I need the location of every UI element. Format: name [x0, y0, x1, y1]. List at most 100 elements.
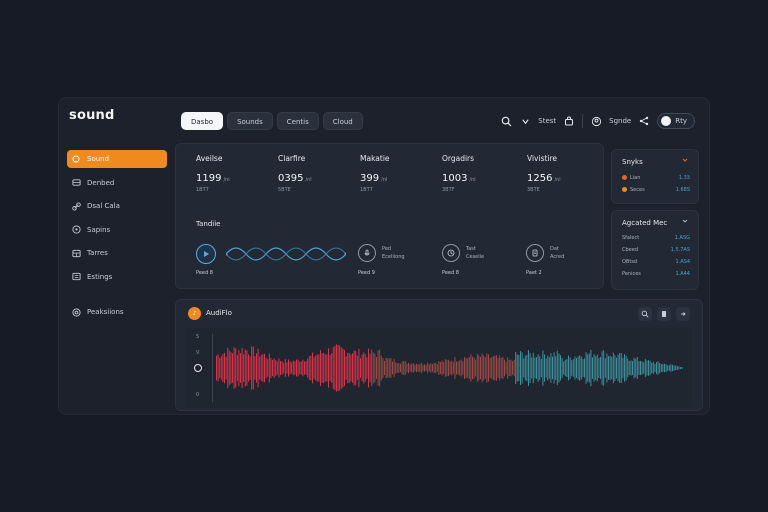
waveform-bar: [611, 356, 613, 379]
waveform-bar: [347, 353, 349, 384]
card-row[interactable]: Seces 1.68S: [622, 187, 690, 193]
card-row[interactable]: Lian 1.33: [622, 175, 690, 181]
zoom-icon[interactable]: [638, 307, 652, 321]
sound-icon: [71, 154, 81, 164]
top-tabs: Dasbo Sounds Centis Cloud: [181, 112, 363, 130]
waveform-bar: [390, 357, 392, 379]
tab-dasbo[interactable]: Dasbo: [181, 112, 224, 130]
waveform-area[interactable]: 5 V 0: [186, 328, 692, 408]
waveform-bar: [358, 348, 360, 388]
waveform-bar: [366, 357, 368, 379]
waveform-bar: [392, 361, 393, 375]
waveform-bar: [462, 361, 464, 375]
sidebar-item-denbed[interactable]: Denbed: [67, 174, 167, 192]
chevron-down-icon[interactable]: [519, 115, 531, 127]
waveform-bar: [473, 357, 475, 379]
waveform-bar: [641, 361, 643, 375]
playhead-handle[interactable]: [194, 364, 202, 372]
waveform-bar: [348, 352, 350, 384]
waveform-bar: [600, 357, 601, 379]
waveform-bar: [595, 356, 597, 380]
agcated-card: Agcated Mec Sfalect 1.ASG Cbeed 1.5.7AS OB…: [611, 210, 699, 290]
timeline-item-label: Peed 8: [442, 270, 459, 276]
sidebar-item-dsal-cala[interactable]: Dsal Cala: [67, 197, 167, 215]
waveform-bar: [585, 352, 587, 384]
waveform-bar: [643, 362, 645, 374]
stat-sub: 1BT7: [360, 187, 373, 193]
card-row[interactable]: Sfalect 1.ASG: [622, 235, 690, 241]
playhead-line: [212, 334, 213, 402]
waveform-bar: [598, 357, 600, 378]
timeline-title: Tandiie: [196, 220, 221, 228]
waveform-bar: [414, 364, 416, 372]
stat-card[interactable]: Orgadirs 1003/nl 3BTF: [442, 154, 522, 193]
waveform-bar: [625, 355, 627, 381]
waveform-bar: [548, 357, 550, 379]
waveform-bar: [456, 361, 457, 375]
waveform-bar: [337, 344, 339, 392]
mode-toggle[interactable]: Rty: [657, 113, 695, 129]
waveform-bar: [668, 365, 670, 371]
waveform-bar: [596, 354, 598, 382]
waveform-bar: [569, 357, 571, 379]
tab-centis[interactable]: Centis: [276, 112, 319, 130]
sidebar-item-peaksiions[interactable]: Peaksiions: [67, 303, 167, 321]
waveform-bar: [478, 355, 480, 381]
waveform-bar: [374, 353, 376, 383]
waveform-bar: [484, 357, 486, 379]
sidebar-item-label: Sound: [87, 155, 110, 163]
sidebar-item-tarres[interactable]: Tarres: [67, 244, 167, 262]
timeline-item[interactable]: Tast Ceselie Peed 8: [442, 244, 484, 276]
waveform-bar: [504, 359, 505, 377]
waveform-bar: [502, 357, 504, 379]
waveform-bar: [553, 352, 555, 384]
stat-card[interactable]: Clarfire 0395/nl 5BTE: [278, 154, 358, 193]
mic-icon: [358, 244, 376, 262]
waveform-bar: [299, 362, 301, 374]
search-icon[interactable]: [500, 115, 512, 127]
menu-label[interactable]: Stest: [538, 117, 557, 125]
waveform-bar: [222, 353, 224, 382]
bag-icon[interactable]: [563, 115, 575, 127]
timeline-item[interactable]: Dat Acred Paet 2: [526, 244, 564, 276]
waveform-bar: [676, 365, 678, 371]
waveform-bar: [425, 364, 427, 371]
forward-icon[interactable]: [676, 307, 690, 321]
tab-cloud[interactable]: Cloud: [322, 112, 363, 130]
waveform-bar: [651, 362, 653, 374]
waveform-bar: [640, 360, 641, 376]
waveform-bar: [344, 349, 345, 387]
card-row[interactable]: Cbeed 1.5.7AS: [622, 247, 690, 253]
waveform-bar: [323, 353, 325, 383]
waveform-bar: [252, 346, 254, 390]
card-row[interactable]: Penices 1.A44: [622, 271, 690, 277]
waveform-bar: [656, 362, 657, 375]
snyks-card: Snyks Lian 1.33 Seces 1.68S: [611, 149, 699, 204]
sidebar-item-estings[interactable]: Estings: [67, 268, 167, 286]
waveform-bar: [326, 354, 328, 382]
sidebar-item-sapins[interactable]: Sapins: [67, 221, 167, 239]
waveform-bar: [235, 348, 237, 388]
sidebar-item-label: Sapins: [87, 225, 111, 234]
file-icon[interactable]: [657, 307, 671, 321]
audio-tools: [638, 307, 690, 321]
waveform-bar: [592, 357, 593, 379]
stat-card[interactable]: Makatie 399/nl 1BT7: [360, 154, 440, 193]
user-label[interactable]: Sgnde: [609, 117, 632, 125]
waveform-bar: [398, 363, 400, 373]
waveform-bar: [328, 348, 329, 388]
user-icon[interactable]: [590, 115, 602, 127]
share-icon[interactable]: [638, 115, 650, 127]
tab-sounds[interactable]: Sounds: [227, 112, 273, 130]
stat-card[interactable]: Vivistire 1256/nl 3BTE: [527, 154, 607, 193]
card-row[interactable]: OBtsd 1.AS4: [622, 259, 690, 265]
play-button[interactable]: [196, 244, 216, 264]
waveform-bar: [276, 361, 278, 375]
timeline-item[interactable]: Ped Eceliiong Peed 9: [358, 244, 405, 276]
sidebar-item-sound[interactable]: Sound: [67, 150, 167, 168]
waveform-bar: [560, 355, 561, 381]
waveform-bar: [467, 358, 469, 378]
waveform-bar: [438, 361, 440, 375]
waveform-bar: [267, 359, 269, 377]
stat-card[interactable]: Aveilse 1199/ni 1BT7: [196, 154, 276, 193]
